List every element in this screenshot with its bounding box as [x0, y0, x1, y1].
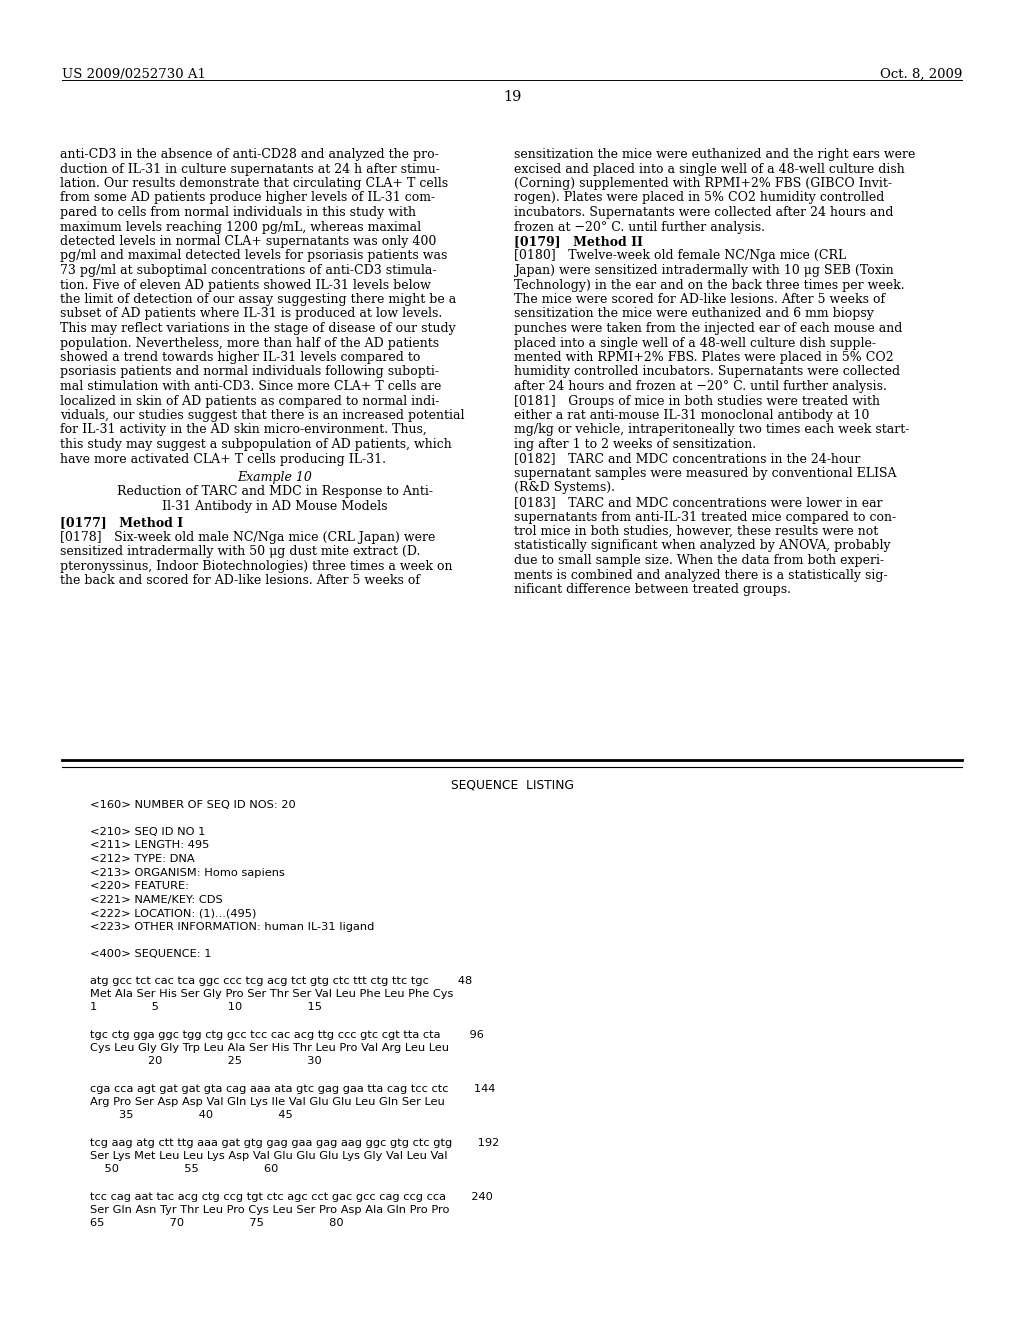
Text: 1               5                   10                  15: 1 5 10 15 [90, 1002, 322, 1012]
Text: incubators. Supernatants were collected after 24 hours and: incubators. Supernatants were collected … [514, 206, 894, 219]
Text: <210> SEQ ID NO 1: <210> SEQ ID NO 1 [90, 828, 206, 837]
Text: Japan) were sensitized intradermally with 10 μg SEB (Toxin: Japan) were sensitized intradermally wit… [514, 264, 894, 277]
Text: Technology) in the ear and on the back three times per week.: Technology) in the ear and on the back t… [514, 279, 904, 292]
Text: <223> OTHER INFORMATION: human IL-31 ligand: <223> OTHER INFORMATION: human IL-31 lig… [90, 921, 375, 932]
Text: this study may suggest a subpopulation of AD patients, which: this study may suggest a subpopulation o… [60, 438, 452, 451]
Text: supernatant samples were measured by conventional ELISA: supernatant samples were measured by con… [514, 467, 896, 480]
Text: localized in skin of AD patients as compared to normal indi-: localized in skin of AD patients as comp… [60, 395, 439, 408]
Text: the back and scored for AD-like lesions. After 5 weeks of: the back and scored for AD-like lesions.… [60, 574, 420, 587]
Text: anti-CD3 in the absence of anti-CD28 and analyzed the pro-: anti-CD3 in the absence of anti-CD28 and… [60, 148, 438, 161]
Text: Ser Gln Asn Tyr Thr Leu Pro Cys Leu Ser Pro Asp Ala Gln Pro Pro: Ser Gln Asn Tyr Thr Leu Pro Cys Leu Ser … [90, 1205, 450, 1214]
Text: [0182] TARC and MDC concentrations in the 24-hour: [0182] TARC and MDC concentrations in th… [514, 453, 860, 466]
Text: rogen). Plates were placed in 5% CO2 humidity controlled: rogen). Plates were placed in 5% CO2 hum… [514, 191, 885, 205]
Text: <212> TYPE: DNA: <212> TYPE: DNA [90, 854, 195, 865]
Text: Reduction of TARC and MDC in Response to Anti-: Reduction of TARC and MDC in Response to… [117, 486, 433, 499]
Text: <213> ORGANISM: Homo sapiens: <213> ORGANISM: Homo sapiens [90, 867, 285, 878]
Text: frozen at −20° C. until further analysis.: frozen at −20° C. until further analysis… [514, 220, 765, 234]
Text: [0181] Groups of mice in both studies were treated with: [0181] Groups of mice in both studies we… [514, 395, 880, 408]
Text: tgc ctg gga ggc tgg ctg gcc tcc cac acg ttg ccc gtc cgt tta cta        96: tgc ctg gga ggc tgg ctg gcc tcc cac acg … [90, 1030, 484, 1040]
Text: ing after 1 to 2 weeks of sensitization.: ing after 1 to 2 weeks of sensitization. [514, 438, 756, 451]
Text: Cys Leu Gly Gly Trp Leu Ala Ser His Thr Leu Pro Val Arg Leu Leu: Cys Leu Gly Gly Trp Leu Ala Ser His Thr … [90, 1043, 449, 1053]
Text: <400> SEQUENCE: 1: <400> SEQUENCE: 1 [90, 949, 212, 958]
Text: statistically significant when analyzed by ANOVA, probably: statistically significant when analyzed … [514, 540, 891, 553]
Text: supernatants from anti-IL-31 treated mice compared to con-: supernatants from anti-IL-31 treated mic… [514, 511, 896, 524]
Text: US 2009/0252730 A1: US 2009/0252730 A1 [62, 69, 206, 81]
Text: placed into a single well of a 48-well culture dish supple-: placed into a single well of a 48-well c… [514, 337, 876, 350]
Text: subset of AD patients where IL-31 is produced at low levels.: subset of AD patients where IL-31 is pro… [60, 308, 442, 321]
Text: 73 pg/ml at suboptimal concentrations of anti-CD3 stimula-: 73 pg/ml at suboptimal concentrations of… [60, 264, 436, 277]
Text: population. Nevertheless, more than half of the AD patients: population. Nevertheless, more than half… [60, 337, 439, 350]
Text: tion. Five of eleven AD patients showed IL-31 levels below: tion. Five of eleven AD patients showed … [60, 279, 431, 292]
Text: mg/kg or vehicle, intraperitoneally two times each week start-: mg/kg or vehicle, intraperitoneally two … [514, 424, 909, 437]
Text: This may reflect variations in the stage of disease of our study: This may reflect variations in the stage… [60, 322, 456, 335]
Text: nificant difference between treated groups.: nificant difference between treated grou… [514, 583, 791, 597]
Text: The mice were scored for AD-like lesions. After 5 weeks of: The mice were scored for AD-like lesions… [514, 293, 885, 306]
Text: 65                  70                  75                  80: 65 70 75 80 [90, 1218, 344, 1229]
Text: after 24 hours and frozen at −20° C. until further analysis.: after 24 hours and frozen at −20° C. unt… [514, 380, 887, 393]
Text: <221> NAME/KEY: CDS: <221> NAME/KEY: CDS [90, 895, 223, 904]
Text: Arg Pro Ser Asp Asp Val Gln Lys Ile Val Glu Glu Leu Gln Ser Leu: Arg Pro Ser Asp Asp Val Gln Lys Ile Val … [90, 1097, 444, 1107]
Text: for IL-31 activity in the AD skin micro-environment. Thus,: for IL-31 activity in the AD skin micro-… [60, 424, 427, 437]
Text: pteronyssinus, Indoor Biotechnologies) three times a week on: pteronyssinus, Indoor Biotechnologies) t… [60, 560, 453, 573]
Text: trol mice in both studies, however, these results were not: trol mice in both studies, however, thes… [514, 525, 879, 539]
Text: Ser Lys Met Leu Leu Lys Asp Val Glu Glu Glu Lys Gly Val Leu Val: Ser Lys Met Leu Leu Lys Asp Val Glu Glu … [90, 1151, 447, 1162]
Text: either a rat anti-mouse IL-31 monoclonal antibody at 10: either a rat anti-mouse IL-31 monoclonal… [514, 409, 869, 422]
Text: showed a trend towards higher IL-31 levels compared to: showed a trend towards higher IL-31 leve… [60, 351, 421, 364]
Text: sensitization the mice were euthanized and the right ears were: sensitization the mice were euthanized a… [514, 148, 915, 161]
Text: punches were taken from the injected ear of each mouse and: punches were taken from the injected ear… [514, 322, 902, 335]
Text: sensitized intradermally with 50 μg dust mite extract (D.: sensitized intradermally with 50 μg dust… [60, 545, 421, 558]
Text: 50                  55                  60: 50 55 60 [90, 1164, 279, 1175]
Text: tcc cag aat tac acg ctg ccg tgt ctc agc cct gac gcc cag ccg cca       240: tcc cag aat tac acg ctg ccg tgt ctc agc … [90, 1192, 493, 1201]
Text: Oct. 8, 2009: Oct. 8, 2009 [880, 69, 962, 81]
Text: <222> LOCATION: (1)...(495): <222> LOCATION: (1)...(495) [90, 908, 256, 917]
Text: [0178] Six-week old male NC/Nga mice (CRL Japan) were: [0178] Six-week old male NC/Nga mice (CR… [60, 531, 435, 544]
Text: duction of IL-31 in culture supernatants at 24 h after stimu-: duction of IL-31 in culture supernatants… [60, 162, 440, 176]
Text: (Corning) supplemented with RPMI+2% FBS (GIBCO Invit-: (Corning) supplemented with RPMI+2% FBS … [514, 177, 892, 190]
Text: excised and placed into a single well of a 48-well culture dish: excised and placed into a single well of… [514, 162, 905, 176]
Text: lation. Our results demonstrate that circulating CLA+ T cells: lation. Our results demonstrate that cir… [60, 177, 449, 190]
Text: <211> LENGTH: 495: <211> LENGTH: 495 [90, 841, 209, 850]
Text: mal stimulation with anti-CD3. Since more CLA+ T cells are: mal stimulation with anti-CD3. Since mor… [60, 380, 441, 393]
Text: 20                  25                  30: 20 25 30 [90, 1056, 322, 1067]
Text: mented with RPMI+2% FBS. Plates were placed in 5% CO2: mented with RPMI+2% FBS. Plates were pla… [514, 351, 894, 364]
Text: Il-31 Antibody in AD Mouse Models: Il-31 Antibody in AD Mouse Models [162, 500, 388, 513]
Text: ments is combined and analyzed there is a statistically sig-: ments is combined and analyzed there is … [514, 569, 888, 582]
Text: [0177] Method I: [0177] Method I [60, 516, 183, 529]
Text: due to small sample size. When the data from both experi-: due to small sample size. When the data … [514, 554, 884, 568]
Text: from some AD patients produce higher levels of IL-31 com-: from some AD patients produce higher lev… [60, 191, 435, 205]
Text: (R&D Systems).: (R&D Systems). [514, 482, 615, 495]
Text: pg/ml and maximal detected levels for psoriasis patients was: pg/ml and maximal detected levels for ps… [60, 249, 447, 263]
Text: tcg aag atg ctt ttg aaa gat gtg gag gaa gag aag ggc gtg ctc gtg       192: tcg aag atg ctt ttg aaa gat gtg gag gaa … [90, 1138, 500, 1147]
Text: sensitization the mice were euthanized and 6 mm biopsy: sensitization the mice were euthanized a… [514, 308, 873, 321]
Text: detected levels in normal CLA+ supernatants was only 400: detected levels in normal CLA+ supernata… [60, 235, 436, 248]
Text: psoriasis patients and normal individuals following subopti-: psoriasis patients and normal individual… [60, 366, 439, 379]
Text: [0179] Method II: [0179] Method II [514, 235, 643, 248]
Text: cga cca agt gat gat gta cag aaa ata gtc gag gaa tta cag tcc ctc       144: cga cca agt gat gat gta cag aaa ata gtc … [90, 1084, 496, 1093]
Text: Example 10: Example 10 [238, 471, 312, 484]
Text: maximum levels reaching 1200 pg/mL, whereas maximal: maximum levels reaching 1200 pg/mL, wher… [60, 220, 421, 234]
Text: 35                  40                  45: 35 40 45 [90, 1110, 293, 1121]
Text: pared to cells from normal individuals in this study with: pared to cells from normal individuals i… [60, 206, 416, 219]
Text: viduals, our studies suggest that there is an increased potential: viduals, our studies suggest that there … [60, 409, 465, 422]
Text: the limit of detection of our assay suggesting there might be a: the limit of detection of our assay sugg… [60, 293, 457, 306]
Text: Met Ala Ser His Ser Gly Pro Ser Thr Ser Val Leu Phe Leu Phe Cys: Met Ala Ser His Ser Gly Pro Ser Thr Ser … [90, 989, 454, 999]
Text: 19: 19 [503, 90, 521, 104]
Text: [0183] TARC and MDC concentrations were lower in ear: [0183] TARC and MDC concentrations were … [514, 496, 883, 510]
Text: have more activated CLA+ T cells producing IL-31.: have more activated CLA+ T cells produci… [60, 453, 386, 466]
Text: <220> FEATURE:: <220> FEATURE: [90, 880, 189, 891]
Text: [0180] Twelve-week old female NC/Nga mice (CRL: [0180] Twelve-week old female NC/Nga mic… [514, 249, 846, 263]
Text: humidity controlled incubators. Supernatants were collected: humidity controlled incubators. Supernat… [514, 366, 900, 379]
Text: <160> NUMBER OF SEQ ID NOS: 20: <160> NUMBER OF SEQ ID NOS: 20 [90, 800, 296, 810]
Text: atg gcc tct cac tca ggc ccc tcg acg tct gtg ctc ttt ctg ttc tgc        48: atg gcc tct cac tca ggc ccc tcg acg tct … [90, 975, 472, 986]
Text: SEQUENCE  LISTING: SEQUENCE LISTING [451, 777, 573, 791]
